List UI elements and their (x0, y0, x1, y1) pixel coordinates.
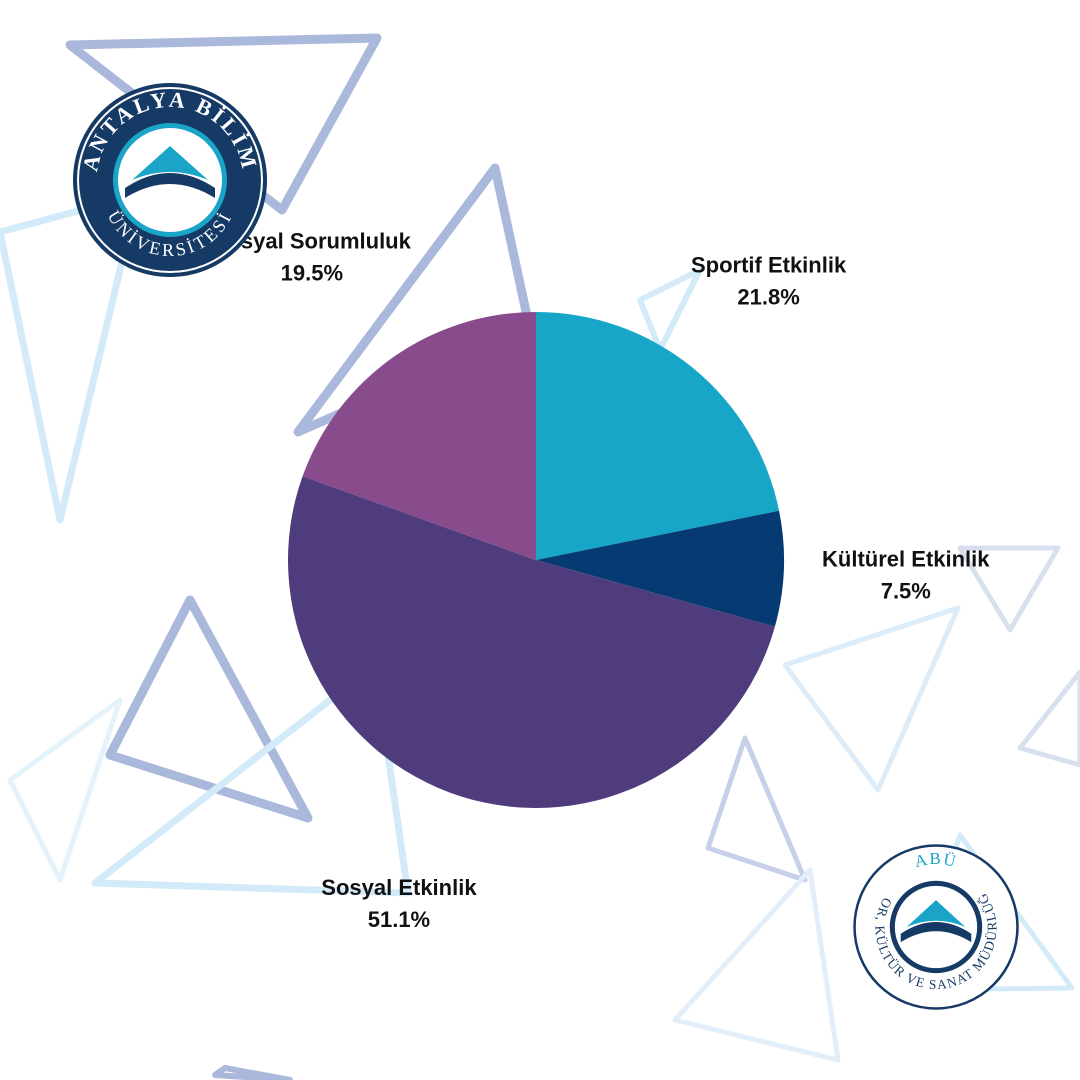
pie-slice-kültürel-etkinlik (536, 510, 784, 627)
department-logo-top-text: ABÜ (913, 849, 958, 871)
department-logo: ABÜ SPOR, KÜLTÜR VE SANAT MÜDÜRLÜĞÜ (852, 843, 1019, 1010)
pie-slice-sosyal-etkinlik (288, 476, 775, 808)
bg-triangle (212, 1065, 293, 1080)
bg-triangle (1017, 669, 1080, 768)
bg-triangle (105, 595, 313, 823)
bg-triangle (957, 545, 1061, 633)
bg-triangle (637, 267, 703, 353)
bg-triangle (0, 191, 142, 524)
slice-category-label: Sportif Etkinlik (691, 252, 847, 277)
slice-percent-label: 51.1% (368, 907, 430, 932)
bg-triangle (672, 867, 841, 1063)
bg-triangle (782, 605, 961, 793)
bg-triangle (705, 735, 808, 883)
university-logo: ANTALYA BİLİM ÜNİVERSİTESİ (73, 83, 267, 277)
slice-category-label: Kültürel Etkinlik (822, 547, 990, 572)
pie-slice-sportif-etkinlik (536, 312, 780, 560)
bg-triangle (7, 697, 123, 883)
slice-percent-label: 19.5% (281, 260, 343, 285)
pie-slice-sosyal-sorumluluk (302, 312, 536, 560)
slice-percent-label: 7.5% (881, 579, 931, 604)
bg-triangle (91, 661, 412, 897)
svg-text:ABÜ: ABÜ (913, 849, 959, 871)
slice-percent-label: 21.8% (737, 284, 799, 309)
slice-category-label: Sosyal Etkinlik (321, 875, 477, 900)
